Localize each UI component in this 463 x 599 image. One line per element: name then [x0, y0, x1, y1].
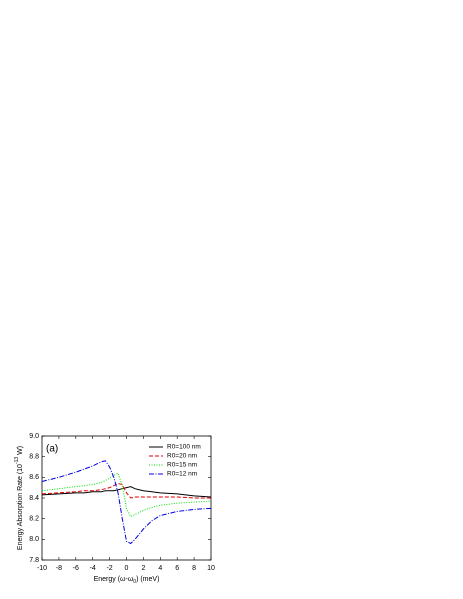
x-axis-label-part: Energy (ω-ω: [94, 576, 134, 583]
y-axis-label-part: -13: [14, 457, 20, 464]
legend-label: R0=20 nm: [167, 453, 197, 460]
annotation: (a): [46, 444, 58, 455]
y-axis-label: Energy Absorption Rate (10-13 W): [14, 446, 24, 550]
series-line: [41, 460, 212, 545]
y-tick-label: 8.8: [29, 454, 39, 461]
x-tick-label: -4: [90, 565, 96, 572]
x-tick-label: 10: [207, 565, 215, 572]
legend-label: R0=100 nm: [167, 444, 201, 451]
series-line: [41, 472, 212, 518]
y-axis-label-part: W): [17, 446, 24, 457]
x-axis-label: Energy (ω-ω0) (meV): [94, 576, 160, 585]
plot-frame: [41, 435, 212, 561]
x-axis-label-part: 0: [133, 579, 136, 585]
series-line: [41, 486, 212, 498]
legend-label: R0=12 nm: [167, 471, 197, 478]
x-tick-label: 6: [175, 565, 179, 572]
y-tick-label: 9.0: [29, 433, 39, 440]
x-axis-label-part: ) (meV): [136, 576, 159, 583]
x-tick-label: -2: [106, 565, 112, 572]
x-tick-label: -6: [73, 565, 79, 572]
y-tick-label: 8.2: [29, 516, 39, 523]
y-tick-label: 7.8: [29, 557, 39, 564]
x-tick-label: 8: [192, 565, 196, 572]
y-tick-label: 8.0: [29, 536, 39, 543]
x-tick-label: 0: [125, 565, 129, 572]
y-axis-label-part: Energy Absorption Rate (10: [17, 464, 24, 550]
y-tick-label: 8.6: [29, 474, 39, 481]
x-tick-label: 2: [141, 565, 145, 572]
x-tick-label: 4: [158, 565, 162, 572]
y-tick-label: 8.4: [29, 495, 39, 502]
x-tick-label: -10: [37, 565, 47, 572]
x-tick-label: -8: [56, 565, 62, 572]
series-line: [41, 483, 211, 499]
legend-label: R0=15 nm: [167, 462, 197, 469]
